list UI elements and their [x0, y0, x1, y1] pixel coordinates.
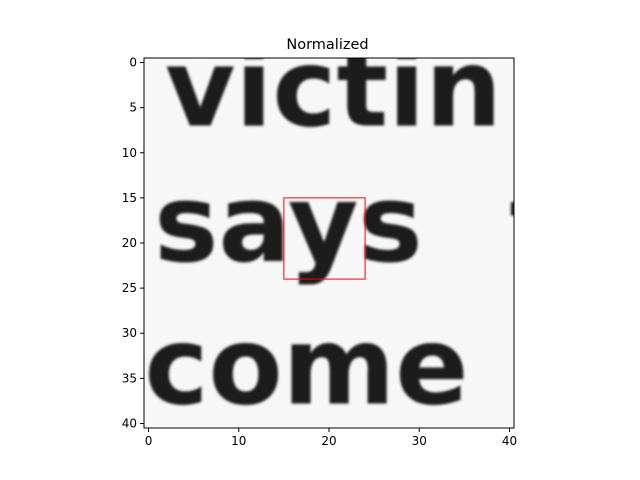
image-word: says	[154, 162, 423, 287]
y-tick-label: 35	[122, 371, 137, 385]
y-tick-label: 10	[122, 146, 137, 160]
y-tick-label: 30	[122, 326, 137, 340]
x-tick-label: 40	[502, 434, 517, 448]
y-tick-label: 40	[122, 416, 137, 430]
image-edge-glyph: t	[509, 162, 561, 287]
y-tick-label: 20	[122, 236, 137, 250]
image-background	[144, 58, 514, 428]
image-word: victin	[165, 27, 502, 152]
y-tick-label: 0	[129, 56, 137, 70]
x-tick-label: 0	[145, 434, 153, 448]
y-tick-label: 5	[129, 101, 137, 115]
highlight-rectangle	[283, 197, 366, 280]
x-tick-label: 30	[412, 434, 427, 448]
y-tick-label: 25	[122, 281, 137, 295]
x-tick-label: 20	[321, 434, 336, 448]
x-tick-label: 10	[231, 434, 246, 448]
image-word: come	[144, 305, 468, 430]
chart-title: Normalized	[286, 37, 368, 53]
y-tick-label: 15	[122, 191, 137, 205]
